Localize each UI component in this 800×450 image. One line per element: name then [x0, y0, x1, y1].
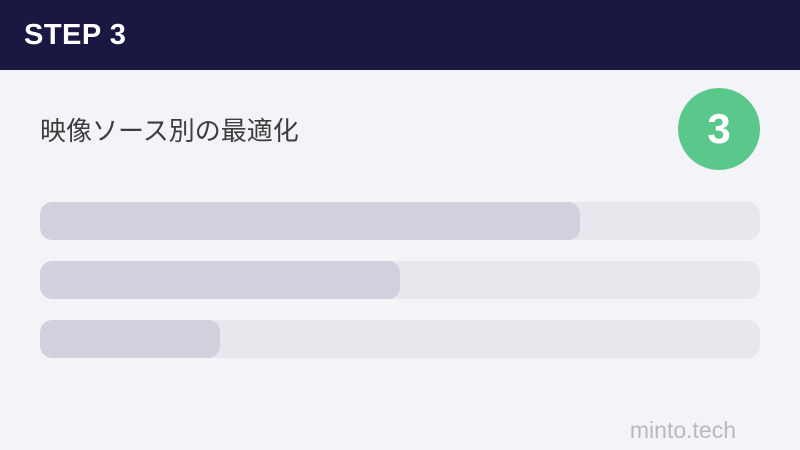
title-row: 映像ソース別の最適化 3 — [0, 88, 800, 170]
bar-track-bar-2 — [40, 261, 760, 299]
bar-track-bar-3 — [40, 320, 760, 358]
bar-track-bar-1 — [40, 202, 760, 240]
bar-fill-bar-1 — [40, 202, 580, 240]
step-label: STEP 3 — [24, 18, 127, 51]
bar-fill-bar-3 — [40, 320, 220, 358]
header-bar: STEP 3 — [0, 0, 800, 70]
bar-fill-bar-2 — [40, 261, 400, 299]
step-number: 3 — [707, 105, 731, 152]
progress-bars — [0, 202, 800, 358]
slide-title: 映像ソース別の最適化 — [40, 115, 299, 146]
brand-watermark: minto.tech — [629, 417, 736, 443]
step-number-badge: 3 — [678, 88, 760, 170]
content: 映像ソース別の最適化 3 — [0, 88, 800, 358]
